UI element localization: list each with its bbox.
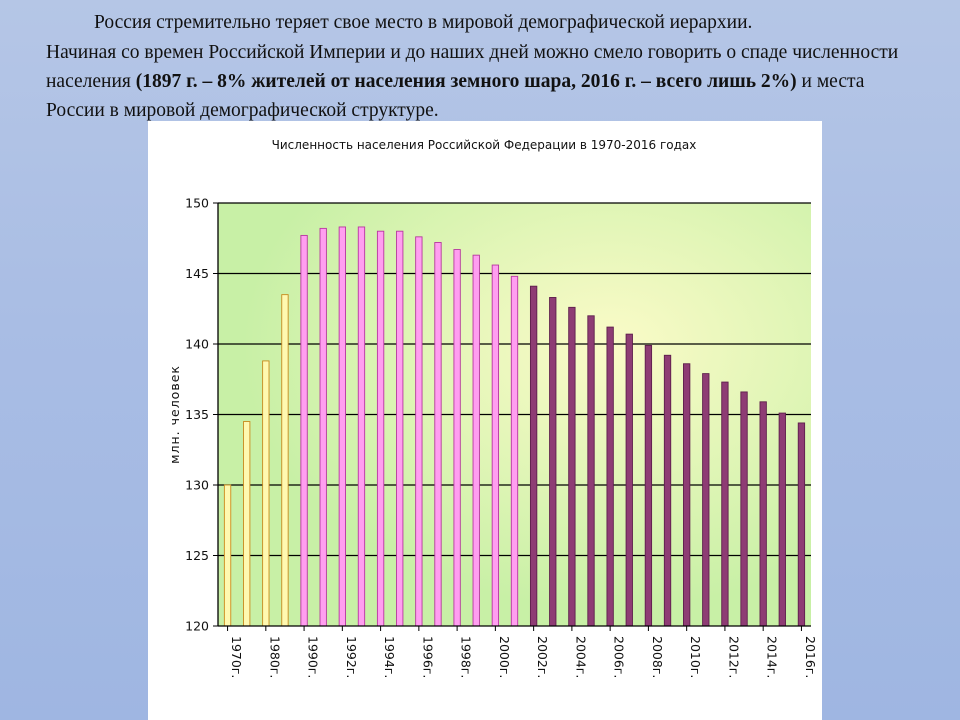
- x-tick-label: 1994г.: [382, 636, 397, 678]
- x-tick-label: 1998г.: [459, 636, 474, 678]
- y-axis-label: млн. человек: [167, 365, 182, 464]
- y-tick-labels: 120 125 130 135 140 145 150: [185, 196, 218, 634]
- bar-2008г.: [644, 344, 653, 627]
- bar-2014г.: [759, 401, 767, 627]
- x-tick-labels: 1970г. 1980г. 1990г. 1992г. 1994г. 1996г. 1998…: [227, 626, 818, 678]
- bar-1985г.: [281, 294, 289, 627]
- y-tick-label: 125: [185, 548, 209, 563]
- bar-1997г.: [434, 242, 442, 627]
- bar-2004г.: [568, 306, 576, 627]
- bar-2000г.: [491, 264, 500, 627]
- y-tick-label: 145: [185, 266, 209, 281]
- paragraph-bold-text: (1897 г. – 8% жителей от населения земно…: [135, 71, 797, 92]
- x-tick-label: 1992г.: [344, 636, 359, 678]
- x-tick-label: 2014г.: [765, 636, 780, 678]
- x-tick-label: 2006г.: [612, 636, 627, 678]
- bar-2007г.: [625, 333, 633, 627]
- slide-text: Россия стремительно теряет свое место в …: [46, 8, 926, 125]
- x-tick-label: 2004г.: [573, 636, 588, 678]
- x-tick-label: 1980г.: [267, 636, 282, 678]
- bar-1995г.: [396, 230, 404, 627]
- bar-2016г.: [797, 422, 806, 627]
- x-tick-label: 2016г.: [803, 636, 818, 678]
- y-tick-label: 130: [185, 478, 209, 493]
- x-tick-label: 2008г.: [650, 636, 665, 678]
- bar-1991г.: [319, 227, 327, 627]
- x-tick-label: 2010г.: [688, 636, 703, 678]
- bar-2005г.: [587, 315, 595, 627]
- y-tick-label: 120: [185, 619, 209, 634]
- chart-container: Численность населения Российской Федерац…: [148, 121, 822, 720]
- bar-2010г.: [683, 363, 691, 627]
- bar-2001г.: [510, 275, 519, 627]
- chart-title: Численность населения Российской Федерац…: [272, 138, 697, 152]
- paragraph-text-start: Начиная со времен Российской Империи и д…: [46, 42, 899, 92]
- bar-1996г.: [415, 236, 423, 627]
- slide-paragraph: Начиная со времен Российской Империи и д…: [46, 38, 926, 125]
- x-tick-label: 2002г.: [535, 636, 550, 678]
- bar-1990г.: [300, 234, 308, 627]
- bar-1975г.: [243, 421, 251, 627]
- bar-2002г.: [529, 285, 538, 627]
- x-tick-label: 2012г.: [726, 636, 741, 678]
- population-chart: Численность населения Российской Федерац…: [167, 138, 818, 678]
- bar-1992г.: [338, 226, 346, 627]
- y-tick-label: 150: [185, 196, 209, 211]
- x-tick-label: 1996г.: [420, 636, 435, 678]
- bar-2012г.: [721, 381, 729, 627]
- bar-2011г.: [702, 373, 710, 627]
- x-tick-label: 1990г.: [306, 636, 321, 678]
- bar-1970г.: [223, 484, 232, 627]
- y-tick-label: 140: [185, 337, 209, 352]
- bar-1993г.: [357, 226, 366, 627]
- paragraph-text-end: и места России в мировой демографической…: [46, 71, 865, 121]
- bar-2013г.: [740, 391, 748, 627]
- bar-2003г.: [549, 297, 557, 627]
- x-tick-label: 2000г.: [497, 636, 512, 678]
- bar-1998г.: [453, 249, 461, 627]
- bar-1999г.: [472, 254, 480, 627]
- bar-2006г.: [606, 326, 614, 627]
- slide-heading: Россия стремительно теряет свое место в …: [94, 12, 753, 33]
- bar-1980г.: [262, 360, 270, 627]
- y-tick-label: 135: [185, 407, 209, 422]
- bar-2015г.: [778, 412, 786, 627]
- bar-2009г.: [663, 354, 672, 627]
- bar-1994г.: [376, 230, 385, 627]
- x-tick-label: 1970г.: [229, 636, 244, 678]
